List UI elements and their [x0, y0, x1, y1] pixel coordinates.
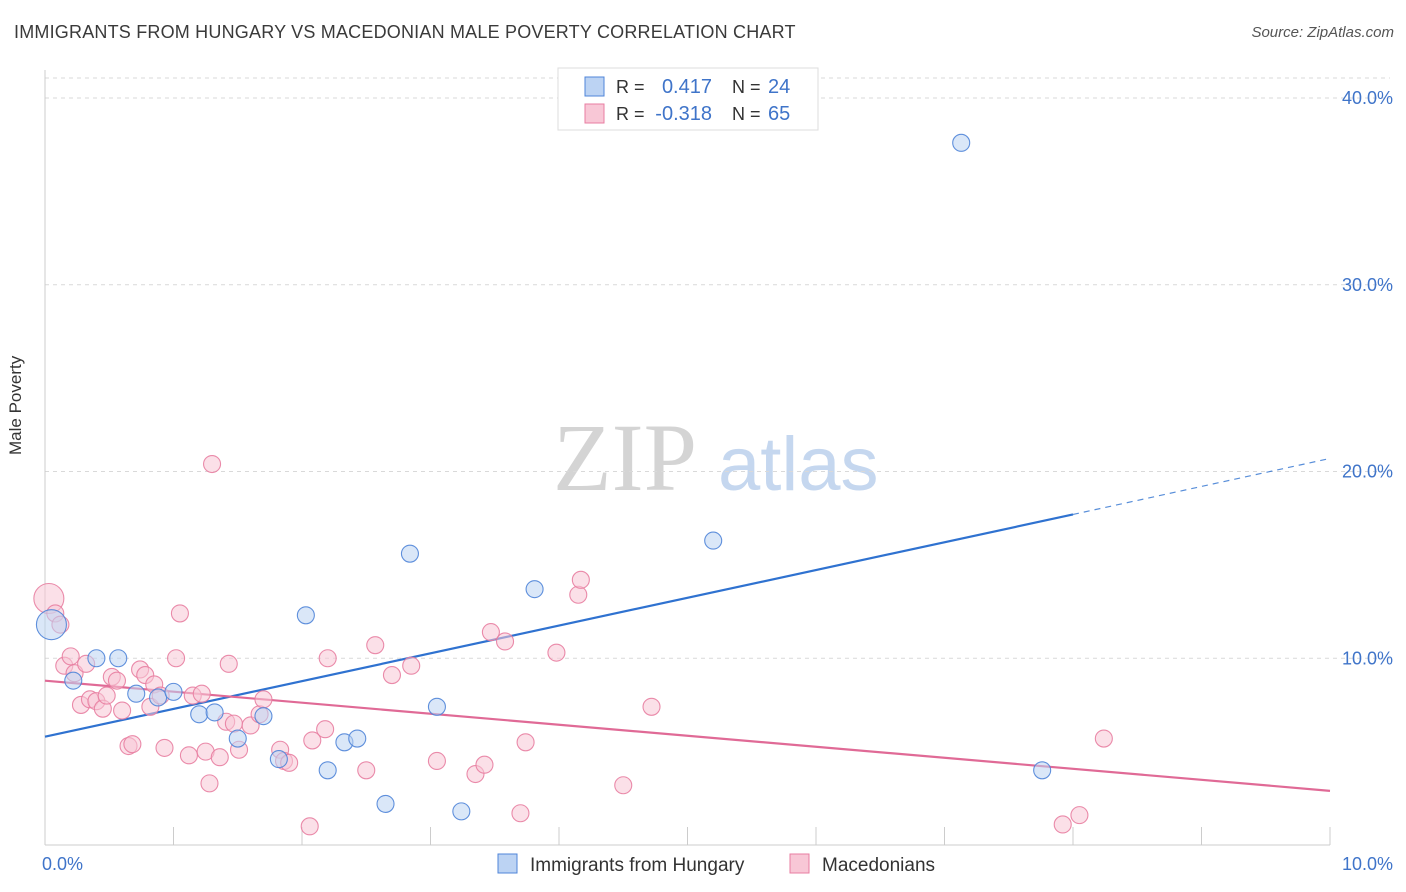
- pink-data-point: [382, 666, 402, 685]
- legend-r-value: -0.318: [655, 103, 712, 125]
- blue-data-point: [205, 703, 224, 722]
- pink-data-point: [200, 774, 219, 793]
- pink-data-point: [357, 761, 376, 780]
- pink-data-point: [113, 701, 132, 720]
- legend-r-label: R =: [616, 104, 645, 124]
- y-tick-label: 40.0%: [1342, 88, 1393, 108]
- pink-data-point: [316, 720, 335, 739]
- y-tick-label: 20.0%: [1342, 462, 1393, 482]
- blue-data-point: [427, 697, 446, 716]
- pink-data-point: [614, 776, 633, 795]
- pink-data-point: [97, 686, 116, 705]
- pink-data-point: [427, 751, 446, 771]
- pink-data-point: [254, 690, 273, 709]
- y-tick-label: 10.0%: [1342, 648, 1393, 668]
- blue-series-swatch: [497, 853, 518, 874]
- pink-data-point: [210, 748, 229, 767]
- pink-data-point: [571, 570, 590, 589]
- pink-data-point: [1094, 729, 1113, 748]
- pink-data-point: [224, 714, 243, 733]
- blue-data-point: [1033, 761, 1052, 780]
- watermark-zip: ZIP: [553, 404, 697, 511]
- legend-n-label: N =: [732, 104, 761, 124]
- pink-data-point: [1053, 815, 1072, 834]
- blue-data-point: [164, 682, 183, 701]
- blue-trend-extension: [1072, 457, 1331, 516]
- legend-n-label: N =: [732, 77, 761, 97]
- blue-trend-line: [44, 513, 1074, 738]
- blue-data-point: [64, 671, 83, 690]
- blue-series-label: Immigrants from Hungary: [530, 855, 745, 876]
- blue-data-point: [525, 580, 544, 599]
- pink-series-swatch: [789, 853, 810, 874]
- blue-data-point: [269, 750, 288, 769]
- legend-r-label: R =: [616, 77, 645, 97]
- blue-data-point: [296, 606, 315, 625]
- pink-data-point: [547, 643, 566, 662]
- blue-data-point: [127, 684, 146, 703]
- pink-data-point: [170, 604, 189, 623]
- pink-data-point: [1070, 806, 1089, 825]
- blue-data-point: [704, 531, 723, 550]
- pink-data-point: [511, 804, 530, 823]
- blue-data-point: [87, 649, 106, 668]
- watermark: ZIP atlas: [553, 404, 879, 511]
- blue-data-point: [952, 133, 971, 152]
- blue-data-point: [35, 609, 67, 641]
- blue-data-point: [149, 688, 168, 707]
- pink-data-point: [366, 636, 385, 655]
- pink-data-point: [495, 632, 515, 651]
- blue-data-point: [228, 729, 247, 748]
- blue-data-point: [376, 794, 395, 813]
- pink-data-point: [475, 755, 494, 774]
- pink-data-point: [167, 649, 186, 668]
- pink-data-point: [219, 654, 238, 673]
- pink-data-point: [123, 735, 142, 754]
- blue-data-point: [400, 544, 419, 563]
- pink-data-point: [642, 697, 661, 716]
- source-label: Source: ZipAtlas.com: [1251, 24, 1394, 41]
- pink-data-point: [318, 649, 337, 668]
- blue-data-point: [318, 761, 337, 780]
- pink-data-point: [107, 671, 127, 690]
- pink-legend-swatch: [584, 103, 605, 124]
- blue-data-point: [254, 707, 273, 726]
- chart-title: IMMIGRANTS FROM HUNGARY VS MACEDONIAN MA…: [14, 22, 796, 42]
- pink-data-point: [569, 585, 588, 604]
- blue-legend-swatch: [584, 76, 605, 97]
- legend-r-value: 0.417: [662, 76, 712, 98]
- legend-n-value: 65: [768, 103, 790, 125]
- blue-data-point: [348, 729, 367, 748]
- x-tick-label: 10.0%: [1342, 854, 1393, 874]
- x-tick-label: 0.0%: [42, 854, 83, 874]
- pink-data-point: [300, 817, 319, 836]
- watermark-atlas: atlas: [718, 422, 879, 507]
- pink-data-point: [155, 738, 174, 757]
- pink-data-point: [192, 684, 211, 703]
- pink-data-point: [402, 656, 421, 675]
- blue-data-point: [109, 649, 128, 668]
- blue-data-point: [452, 802, 471, 821]
- pink-data-point: [516, 733, 535, 752]
- legend-n-value: 24: [768, 76, 790, 98]
- pink-series-label: Macedonians: [822, 855, 935, 876]
- y-tick-label: 30.0%: [1342, 275, 1393, 295]
- pink-data-point: [61, 647, 80, 666]
- blue-data-point: [190, 705, 209, 724]
- pink-data-point: [481, 623, 500, 642]
- pink-data-point: [179, 746, 198, 765]
- pink-data-point: [303, 731, 322, 750]
- pink-data-point: [203, 454, 222, 474]
